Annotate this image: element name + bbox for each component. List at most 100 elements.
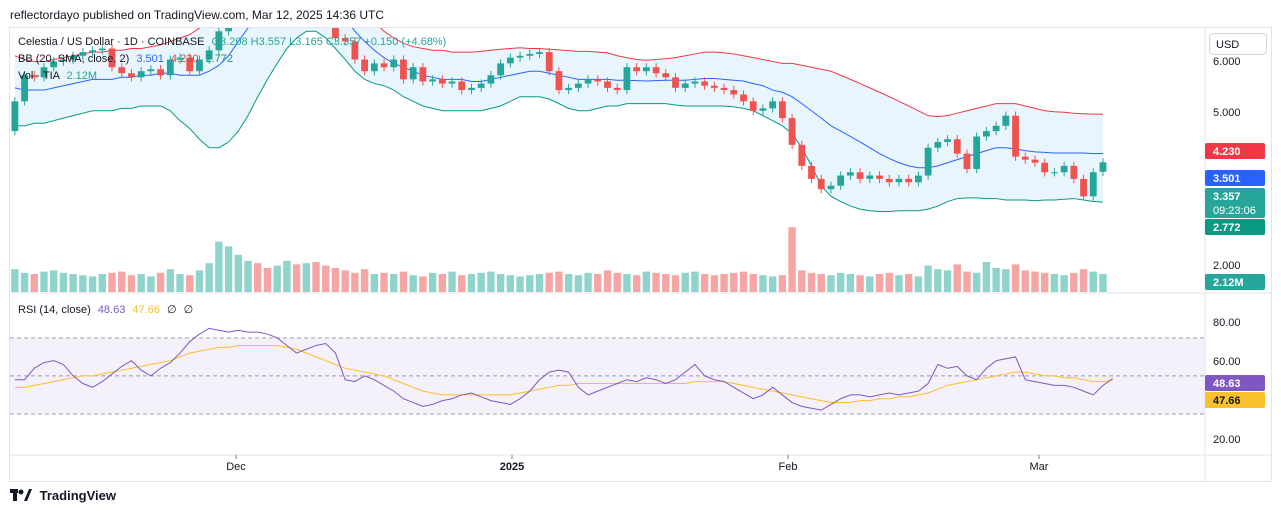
candle-body <box>1051 172 1058 174</box>
volume-bar <box>1021 270 1029 292</box>
volume-bar <box>613 272 621 292</box>
chart-frame[interactable] <box>9 27 1272 482</box>
volume-bar <box>982 262 991 292</box>
volume-bar <box>564 274 573 292</box>
candle-body <box>166 59 174 76</box>
candle-body <box>691 81 699 84</box>
candle-body <box>225 28 232 32</box>
candle-body <box>594 79 602 82</box>
price-tick-label: 5.000 <box>1213 107 1241 119</box>
price-label-text: 2.772 <box>1213 222 1241 234</box>
volume-bar <box>662 274 670 292</box>
volume-bar <box>710 275 719 292</box>
volume-bar <box>866 276 874 292</box>
candle-body <box>409 67 417 80</box>
price-label-text: 2.12M <box>1213 277 1244 289</box>
candle-body <box>672 77 679 88</box>
candle-body <box>341 37 349 42</box>
price-label-text: 3.357 <box>1213 191 1241 203</box>
candle-body <box>963 153 971 170</box>
volume-bar <box>623 274 631 292</box>
volume-bar <box>681 272 689 292</box>
candle-body <box>477 83 485 88</box>
volume-bar <box>749 274 757 292</box>
candle-body <box>1070 165 1078 179</box>
volume-bar <box>856 275 864 292</box>
volume-bar <box>700 274 709 292</box>
rsi-tick-label: 60.00 <box>1213 356 1241 368</box>
currency-button[interactable]: USD <box>1209 33 1267 55</box>
volume-bar <box>98 274 106 292</box>
candle-body <box>69 55 77 60</box>
volume-bar <box>263 268 272 292</box>
volume-bar <box>739 271 748 292</box>
volume-bar <box>1079 269 1088 292</box>
candle-body <box>817 178 825 190</box>
rsi-ma-line <box>14 344 1113 404</box>
candle-body <box>895 178 903 183</box>
volume-bar <box>292 264 301 292</box>
candle-body <box>60 59 67 62</box>
candle-body <box>147 69 155 72</box>
tradingview-brand[interactable]: TradingView <box>10 488 116 504</box>
volume-bar <box>438 274 447 292</box>
candle-body <box>487 75 495 84</box>
legend-bb-upper: 4.230 <box>170 53 199 65</box>
candle-body <box>380 63 388 68</box>
legend-title: Celestia / US Dollar · 1D · COINBASE <box>18 36 205 48</box>
candle-body <box>21 75 28 102</box>
volume-bar <box>234 254 243 292</box>
volume-bar <box>827 275 835 292</box>
volume-bar <box>88 276 97 292</box>
volume-bar <box>846 274 855 292</box>
volume-bar <box>147 276 155 292</box>
candle-body <box>196 59 203 72</box>
volume-bar <box>487 271 495 292</box>
bb-fill <box>14 28 1103 212</box>
candle-body <box>215 31 223 51</box>
price-countdown-text: 09:23:06 <box>1213 205 1256 217</box>
volume-bar <box>458 275 466 292</box>
volume-bar <box>467 274 476 292</box>
candle-body <box>1012 115 1019 157</box>
footer-brand-label: TradingView <box>39 488 116 503</box>
volume-bar <box>924 265 932 292</box>
volume-bar <box>254 263 262 292</box>
volume-bar <box>516 276 524 292</box>
bb-lower-line <box>14 30 1104 213</box>
candle-body <box>30 75 38 78</box>
candle-body <box>390 59 398 68</box>
candle-body <box>788 118 796 145</box>
legend-bb-basis: 3.501 <box>136 53 164 65</box>
volume-bar <box>943 270 952 292</box>
candle-body <box>846 172 854 176</box>
volume-bar <box>1099 274 1107 292</box>
candle-body <box>827 185 835 190</box>
candle-body <box>1089 172 1097 197</box>
volume-bar <box>778 275 787 292</box>
candle-body <box>526 53 534 56</box>
volume-bar <box>1050 274 1059 292</box>
publisher-line: reflectordayo published on TradingView.c… <box>10 8 384 22</box>
candle-body <box>235 0 242 3</box>
volume-bar <box>186 275 194 292</box>
volume-bar <box>1089 271 1097 292</box>
candle-body <box>40 67 48 78</box>
volume-bar <box>390 274 398 292</box>
volume-bar <box>166 269 174 292</box>
candle-body <box>876 175 883 179</box>
candle-body <box>1002 115 1010 126</box>
volume-bar <box>526 275 534 292</box>
candle-body <box>778 101 786 119</box>
price-label-badge <box>1205 219 1265 235</box>
candle-body <box>1080 178 1087 197</box>
volume-bar <box>875 274 884 292</box>
time-tick-label: 2025 <box>500 461 524 473</box>
volume-bar <box>215 241 223 292</box>
candle-body <box>118 67 126 74</box>
volume-bar <box>720 274 728 292</box>
candle-body <box>1031 159 1039 163</box>
candle-body <box>720 87 728 91</box>
price-pane <box>11 0 1107 292</box>
